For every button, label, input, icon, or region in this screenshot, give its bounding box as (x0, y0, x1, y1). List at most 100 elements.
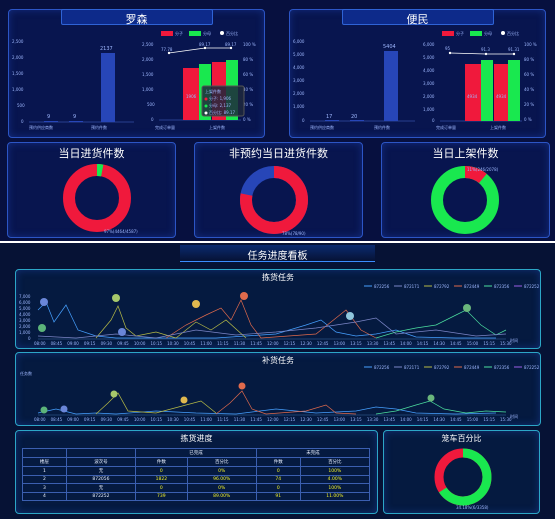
legend-swatch (189, 31, 201, 36)
x-label: 预约件数 (91, 124, 107, 130)
y-tick: 3,000 (423, 81, 435, 86)
y-tick: 0 (151, 117, 154, 122)
bar-value: 1906 (186, 94, 197, 99)
y-tick: 2,000 (293, 91, 305, 96)
series-line (165, 299, 377, 339)
donut-arc (63, 164, 131, 232)
donut-arc (240, 166, 308, 234)
y-tick: 6,000 (293, 39, 305, 44)
x-tick: 13:00 (334, 417, 346, 422)
table-cell: 无 (65, 466, 137, 476)
pin-marker[interactable] (180, 396, 188, 404)
table-cell: 0 (255, 466, 301, 476)
x-tick: 10:15 (151, 417, 163, 422)
y-tick: 2,500 (12, 39, 24, 44)
table-cell: 100% (299, 483, 371, 493)
x-tick: 10:45 (184, 341, 196, 346)
bar-label: 17 (326, 114, 332, 120)
y2-tick: 20 % (524, 102, 534, 107)
y-tick: 1,000 (12, 87, 24, 92)
table-row: 1 无 0 0% 0 100% (22, 466, 371, 476)
pin-marker[interactable] (463, 304, 471, 312)
x-tick: 13:00 (334, 341, 346, 346)
luosen-title-tab (60, 9, 213, 25)
series-line (95, 305, 247, 339)
series-line (37, 406, 497, 415)
x-tick: 10:45 (184, 417, 196, 422)
col-header: 件数 (135, 457, 188, 467)
pct-label: 91.31 (508, 47, 520, 52)
bar (465, 64, 481, 121)
bar (481, 60, 493, 121)
bar-label: 9 (73, 114, 76, 120)
luosen-panel: 罗森 2,500 2,000 1,500 1,000 500 0 9 9 213… (8, 9, 265, 138)
x-tick: 12:15 (284, 417, 296, 422)
pin-marker[interactable] (40, 406, 48, 414)
pin-marker[interactable] (110, 390, 118, 398)
pick-progress-title: 拣货进度 (180, 434, 213, 443)
luosen-bar2: 分子 分母 百分比 2,500 2,000 1,500 1,000 500 0 … (142, 30, 256, 130)
board-header-bar (180, 245, 375, 262)
pct-label: 77.78 (161, 47, 173, 52)
col-header: 波次号 (65, 457, 137, 467)
y-tick: 6,000 (423, 42, 435, 47)
legend-label: 872171 (404, 284, 420, 289)
pin-marker[interactable] (112, 294, 120, 302)
y-tick: 1,000 (19, 330, 31, 335)
legend-swatch (442, 31, 454, 36)
pin-marker[interactable] (38, 324, 46, 332)
pct-line (449, 52, 514, 55)
x-label: 上架件数 (209, 124, 225, 130)
series-line (37, 301, 496, 339)
bar-label: 2137 (100, 46, 113, 52)
x-tick: 08:45 (51, 341, 63, 346)
x-tick: 14:45 (450, 341, 462, 346)
donut-3: 11%(246/2078) (431, 166, 499, 234)
pin-marker[interactable] (427, 394, 435, 402)
table-cell: 872056 (65, 475, 137, 484)
luosen-bar1: 2,500 2,000 1,500 1,000 500 0 9 9 2137 预… (12, 39, 134, 130)
table-cell: 4 (22, 492, 67, 501)
x-tick: 10:00 (134, 341, 146, 346)
table-cell: 11.00% (299, 492, 371, 501)
pin-marker[interactable] (40, 298, 48, 306)
series-line (95, 392, 217, 415)
donut-arc (434, 448, 492, 506)
col-header: 百分比 (186, 457, 257, 467)
x-label: 预约件数 (374, 124, 390, 130)
group-done: 已完成 (135, 448, 257, 458)
x-tick: 13:15 (350, 417, 362, 422)
legend-label: 872252 (524, 365, 540, 370)
table-cell: 无 (65, 483, 137, 493)
bar (183, 68, 199, 120)
y-tick: 5,000 (19, 306, 31, 311)
y-tick: 3,000 (293, 78, 305, 83)
legend-label: 分母 (203, 30, 211, 36)
pin-marker[interactable] (192, 300, 200, 308)
donut-arc (431, 166, 499, 234)
legend-label: 百分比 (226, 30, 238, 36)
legend: 872256 872171 872792 872449 872356 87225… (364, 284, 540, 289)
pin-marker[interactable] (60, 405, 68, 413)
table-cell: 739 (135, 492, 188, 501)
pin-marker[interactable] (238, 382, 246, 390)
pin-marker[interactable] (346, 312, 354, 320)
legend-swatch (161, 31, 173, 36)
x-tick: 08:00 (34, 417, 46, 422)
pin-marker[interactable] (118, 328, 126, 336)
x-tick: 13:30 (367, 341, 379, 346)
table-row: 3 无 0 0% 0 100% (22, 483, 371, 493)
x-label: 预约供应商数 (29, 124, 53, 130)
task-board: 任务进度看板 拣货任务 872256 872171 872792 872449 … (0, 243, 555, 519)
legend-label: 分子 (456, 30, 464, 36)
donut-label: 97%(4464/4587) (104, 229, 138, 234)
pct-label: 89.17 (199, 42, 211, 47)
pin-marker[interactable] (240, 292, 248, 300)
table-cell: 2 (22, 475, 67, 484)
y-tick: 5,000 (423, 55, 435, 60)
y-tick: 0 (21, 119, 24, 124)
x-tick: 09:15 (84, 341, 96, 346)
y-tick: 4,000 (293, 65, 305, 70)
y-tick: 500 (147, 102, 155, 107)
cart-title: 笼车百分比 (441, 434, 482, 443)
